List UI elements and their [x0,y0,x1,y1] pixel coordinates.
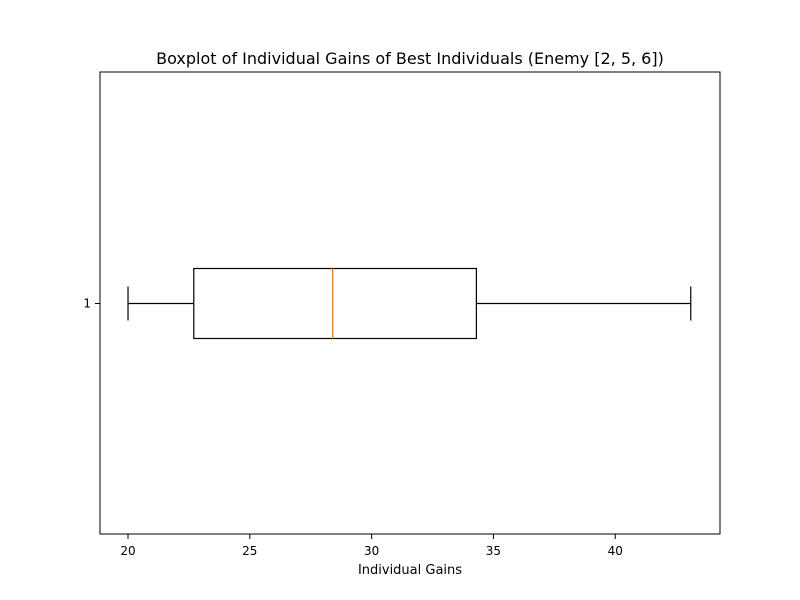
chart-title: Boxplot of Individual Gains of Best Indi… [156,49,664,68]
y-axis-ticks: 1 [83,297,100,311]
x-tick-label: 35 [486,544,501,558]
x-tick-label: 40 [608,544,623,558]
plot-marks [127,267,692,340]
x-axis-ticks: 20 25 30 35 40 [120,534,623,558]
plot-frame [99,71,721,535]
x-tick-label: 30 [364,544,379,558]
y-tick-label: 1 [83,297,91,311]
x-tick-label: 20 [120,544,135,558]
iqr-box [193,267,477,340]
x-axis-label: Individual Gains [358,563,462,578]
x-tick-label: 25 [242,544,257,558]
